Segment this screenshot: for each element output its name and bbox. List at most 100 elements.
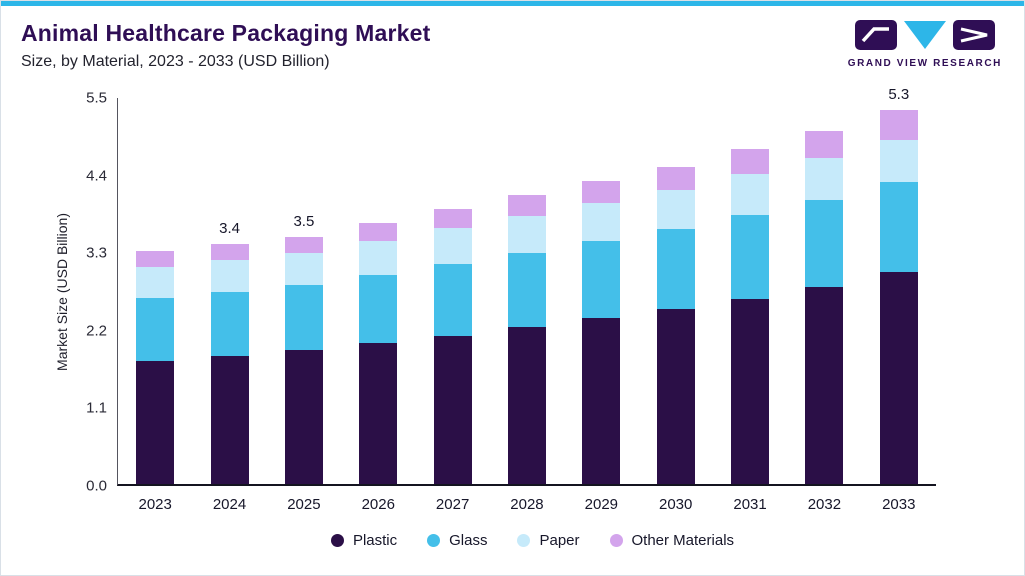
bar-2023: 2023 bbox=[118, 98, 192, 513]
bar-segment-other-materials bbox=[136, 251, 175, 267]
bar-value-label-2024: 3.4 bbox=[219, 220, 240, 238]
stacked-bar bbox=[284, 237, 323, 484]
bar-segment-other-materials bbox=[433, 208, 472, 228]
top-accent-bar bbox=[1, 1, 1024, 6]
y-axis-title-text: Market Size (USD Billion) bbox=[54, 213, 70, 371]
stacked-bar bbox=[136, 251, 175, 484]
legend-label: Paper bbox=[539, 532, 580, 549]
bar-segment-paper bbox=[582, 203, 621, 241]
bar-segment-glass bbox=[433, 263, 472, 336]
bar-segment-plastic bbox=[136, 360, 175, 484]
chart-subtitle: Size, by Material, 2023 - 2033 (USD Bill… bbox=[21, 53, 330, 70]
y-tick-label: 5.5 bbox=[86, 89, 107, 107]
bar-2033: 5.3 2033 bbox=[862, 86, 936, 513]
bar-2024: 3.4 2024 bbox=[192, 98, 266, 513]
bar-segment-glass bbox=[656, 228, 695, 309]
y-tick-label: 2.2 bbox=[86, 322, 107, 340]
bar-segment-plastic bbox=[433, 335, 472, 484]
x-axis-label-2033: 2033 bbox=[882, 496, 916, 513]
bar-segment-plastic bbox=[656, 309, 695, 484]
x-axis-label-2025: 2025 bbox=[287, 496, 321, 513]
legend-item-glass: Glass bbox=[427, 532, 487, 549]
bar-segment-paper bbox=[359, 240, 398, 275]
chart-header: Animal Healthcare Packaging Market Size,… bbox=[1, 6, 1024, 72]
y-tick-label: 0.0 bbox=[86, 477, 107, 495]
bar-segment-glass bbox=[284, 285, 323, 350]
stacked-bar bbox=[582, 180, 621, 484]
bar-segment-plastic bbox=[582, 318, 621, 484]
bar-segment-plastic bbox=[210, 355, 249, 484]
stacked-bar bbox=[656, 166, 695, 484]
stacked-bar bbox=[731, 149, 770, 484]
legend-label: Other Materials bbox=[631, 532, 735, 549]
bar-segment-paper bbox=[284, 253, 323, 286]
bar-segment-other-materials bbox=[582, 180, 621, 204]
x-axis-label-2023: 2023 bbox=[138, 496, 172, 513]
stacked-bar bbox=[433, 208, 472, 484]
grand-view-research-logo: GRAND VIEW RESEARCH bbox=[848, 20, 1002, 69]
legend-dot bbox=[330, 534, 344, 547]
bar-2027: 2027 bbox=[415, 98, 489, 513]
bar-segment-other-materials bbox=[507, 194, 546, 216]
bar-segment-glass bbox=[879, 182, 918, 273]
bar-2029: 2029 bbox=[564, 98, 638, 513]
stacked-bar bbox=[359, 223, 398, 484]
bar-2031: 2031 bbox=[713, 98, 787, 513]
stacked-bar bbox=[879, 110, 918, 484]
bar-segment-glass bbox=[507, 252, 546, 328]
legend-item-paper: Paper bbox=[517, 532, 580, 549]
bar-segment-other-materials bbox=[284, 237, 323, 254]
legend-label: Glass bbox=[449, 532, 488, 549]
bar-segment-plastic bbox=[284, 350, 323, 484]
gvr-logo-icon bbox=[854, 20, 995, 50]
bar-value-label-2033: 5.3 bbox=[888, 86, 910, 104]
x-axis-label-2031: 2031 bbox=[733, 496, 767, 513]
bar-2025: 3.5 2025 bbox=[267, 98, 341, 513]
bar-2030: 2030 bbox=[639, 98, 713, 513]
bar-segment-plastic bbox=[507, 327, 546, 484]
bar-segment-paper bbox=[507, 215, 546, 253]
bar-segment-other-materials bbox=[731, 149, 770, 175]
x-axis-label-2024: 2024 bbox=[212, 496, 247, 513]
bar-segment-paper bbox=[805, 158, 844, 200]
bar-segment-glass bbox=[136, 298, 175, 361]
stacked-bar bbox=[507, 194, 546, 484]
legend-dot bbox=[427, 534, 441, 547]
y-axis-ticks: 0.0 1.1 2.2 3.3 4.4 5.5 bbox=[73, 90, 117, 495]
legend-item-other-materials: Other Materials bbox=[609, 532, 735, 549]
logo-text: GRAND VIEW RESEARCH bbox=[847, 58, 1002, 69]
x-axis-label-2028: 2028 bbox=[510, 496, 544, 513]
bar-2028: 2028 bbox=[490, 98, 564, 513]
bar-segment-plastic bbox=[731, 298, 770, 484]
bar-segment-other-materials bbox=[359, 223, 398, 241]
bar-segment-paper bbox=[656, 189, 695, 229]
bar-segment-glass bbox=[805, 199, 844, 287]
legend: Plastic Glass Paper Other Materials bbox=[41, 532, 1024, 549]
y-tick-label: 1.1 bbox=[86, 399, 107, 417]
x-axis-label-2030: 2030 bbox=[659, 496, 693, 513]
legend-dot bbox=[517, 534, 531, 547]
bar-segment-paper bbox=[433, 227, 472, 264]
x-axis-label-2027: 2027 bbox=[435, 496, 470, 513]
x-axis-label-2029: 2029 bbox=[584, 496, 619, 513]
bar-segment-paper bbox=[731, 174, 770, 215]
legend-label: Plastic bbox=[352, 532, 398, 549]
bar-segment-plastic bbox=[879, 272, 918, 484]
bar-2032: 2032 bbox=[787, 98, 861, 513]
bar-segment-other-materials bbox=[210, 244, 249, 260]
stacked-bar bbox=[805, 131, 844, 484]
bar-segment-paper bbox=[210, 259, 249, 293]
y-tick-label: 3.3 bbox=[86, 244, 107, 262]
bar-segment-other-materials bbox=[805, 131, 844, 159]
chart-title: Animal Healthcare Packaging Market bbox=[21, 20, 431, 46]
bar-segment-glass bbox=[731, 214, 770, 299]
bar-segment-glass bbox=[582, 240, 621, 319]
legend-dot bbox=[609, 534, 623, 547]
bar-segment-glass bbox=[210, 292, 249, 356]
bar-segment-other-materials bbox=[656, 166, 695, 190]
chart-area: Market Size (USD Billion) 0.0 1.1 2.2 3.3 4.… bbox=[51, 86, 936, 513]
bar-value-label-2025: 3.5 bbox=[293, 213, 315, 231]
bar-segment-plastic bbox=[805, 286, 844, 484]
stacked-bar bbox=[210, 244, 249, 484]
